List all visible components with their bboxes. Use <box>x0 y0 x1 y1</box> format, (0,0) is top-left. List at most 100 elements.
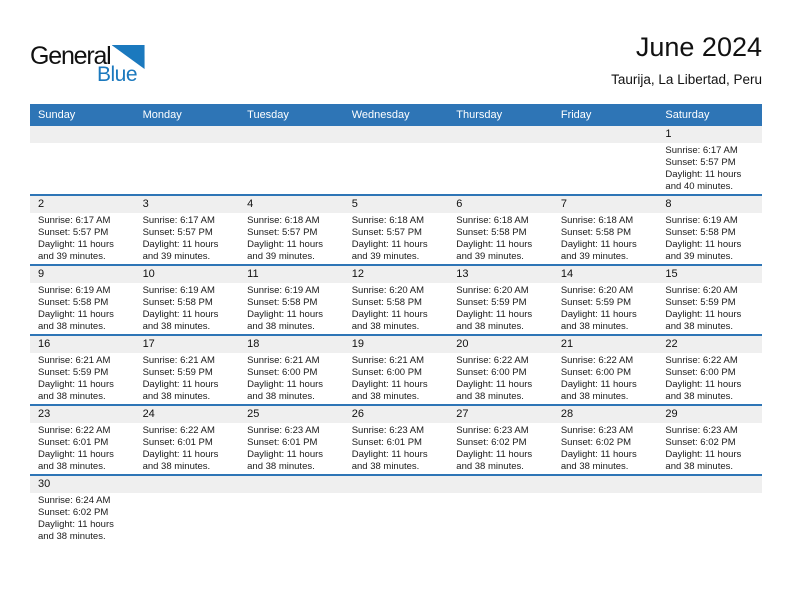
sunset-line: Sunset: 5:57 PM <box>352 227 442 239</box>
sunrise-line-label: Sunrise: <box>456 355 492 366</box>
empty-cell <box>657 476 762 493</box>
sunset-line-value: 5:59 PM <box>72 366 109 378</box>
daylight-line-value: 11 hours and 39 minutes. <box>456 238 533 262</box>
sunset-line-label: Sunset: <box>665 226 698 238</box>
details-row: Sunrise: 6:19 AM Sunset: 5:58 PM Daylight:… <box>30 283 762 333</box>
day-number: 13 <box>456 268 469 280</box>
day-number: 10 <box>142 268 155 280</box>
sunset-line: Sunset: 5:58 PM <box>665 227 755 239</box>
sunset-line-value: 6:00 PM <box>595 366 632 378</box>
daylight-line-value: 11 hours and 38 minutes. <box>456 378 533 402</box>
daylight-line-value: 11 hours and 38 minutes. <box>351 308 428 332</box>
sunrise-line-label: Sunrise: <box>247 285 282 296</box>
sunset-line: Sunset: 6:01 PM <box>352 437 442 449</box>
date-band: 16 17 18 19 20 21 22 <box>30 336 762 353</box>
daylight-line: Daylight: 11 hours and 38 minutes. <box>38 309 128 333</box>
sunset-line: Sunset: 5:58 PM <box>561 227 651 239</box>
daylight-line: Daylight: 11 hours and 38 minutes. <box>665 309 755 333</box>
day-number: 27 <box>456 408 469 420</box>
day-number: 28 <box>560 408 574 420</box>
daylight-line: Daylight: 11 hours and 38 minutes. <box>561 309 651 333</box>
daylight-line-value: 11 hours and 38 minutes. <box>560 448 637 472</box>
day-cell: Sunrise: 6:21 AM Sunset: 5:59 PM Daylight:… <box>135 353 240 403</box>
sunrise-line-value: 6:23 AM <box>702 425 738 436</box>
sunrise-line-value: 6:21 AM <box>75 355 111 366</box>
sunrise-line-label: Sunrise: <box>665 145 701 156</box>
day-number: 18 <box>247 338 260 350</box>
sunrise-line-label: Sunrise: <box>560 355 596 366</box>
sunrise-line: Sunrise: 6:20 AM <box>352 285 442 297</box>
sunrise-line: Sunrise: 6:22 AM <box>456 355 546 367</box>
sunrise-line-label: Sunrise: <box>456 215 492 226</box>
sunset-line-label: Sunset: <box>560 436 594 448</box>
details-row: Sunrise: 6:22 AM Sunset: 6:01 PM Daylight:… <box>30 423 762 473</box>
sunrise-line: Sunrise: 6:23 AM <box>665 425 755 437</box>
sunrise-line: Sunrise: 6:19 AM <box>143 285 233 297</box>
empty-cell <box>135 143 240 193</box>
sunset-line: Sunset: 6:02 PM <box>38 507 128 519</box>
sunset-line-value: 6:02 PM <box>491 436 527 448</box>
daylight-line-label: Daylight: <box>456 448 494 460</box>
daylight-line: Daylight: 11 hours and 38 minutes. <box>665 449 755 473</box>
week-row: 16 17 18 19 20 21 22 Sunrise: 6:21 AM Sunset: 5:… <box>30 336 762 406</box>
general-blue-logo: General Blue <box>30 44 145 85</box>
sunrise-line: Sunrise: 6:23 AM <box>247 425 337 437</box>
sunset-line-value: 6:02 PM <box>72 506 109 518</box>
sunset-line-label: Sunset: <box>38 506 71 518</box>
sunrise-line-label: Sunrise: <box>665 355 701 366</box>
sunset-line: Sunset: 5:58 PM <box>38 297 128 309</box>
weekday-header-row: Sunday Monday Tuesday Wednesday Thursday Frid… <box>30 104 762 126</box>
sunset-line-label: Sunset: <box>351 226 384 238</box>
day-cell: Sunrise: 6:23 AM Sunset: 6:02 PM Daylight:… <box>448 423 553 473</box>
daylight-line: Daylight: 11 hours and 38 minutes. <box>143 309 233 333</box>
empty-cell <box>448 493 553 543</box>
daylight-line-value: 11 hours and 38 minutes. <box>665 308 742 332</box>
sunrise-line-label: Sunrise: <box>38 355 73 366</box>
day-cell: Sunrise: 6:17 AM Sunset: 5:57 PM Daylight:… <box>30 213 135 263</box>
sunset-line: Sunset: 5:57 PM <box>247 227 337 239</box>
sunrise-line-value: 6:22 AM <box>702 355 738 366</box>
day-number: 14 <box>560 268 574 280</box>
daylight-line-value: 11 hours and 38 minutes. <box>38 308 114 332</box>
sunset-line: Sunset: 6:00 PM <box>352 367 442 379</box>
empty-cell <box>135 493 240 543</box>
day-number: 11 <box>247 268 259 280</box>
sunrise-line: Sunrise: 6:18 AM <box>352 215 442 227</box>
sunset-line-label: Sunset: <box>38 436 71 448</box>
daylight-line-label: Daylight: <box>142 378 180 390</box>
sunset-line-value: 5:58 PM <box>282 296 318 308</box>
day-cell: Sunrise: 6:20 AM Sunset: 5:59 PM Daylight:… <box>657 283 762 333</box>
daylight-line-value: 11 hours and 38 minutes. <box>142 448 219 472</box>
calendar-grid: Sunday Monday Tuesday Wednesday Thursday Frid… <box>30 104 762 546</box>
day-number: 4 <box>247 198 254 210</box>
sunrise-line-value: 6:19 AM <box>180 285 215 296</box>
daylight-line-value: 11 hours and 39 minutes. <box>560 238 637 262</box>
daylight-line-label: Daylight: <box>247 448 285 460</box>
daylight-line-value: 11 hours and 39 minutes. <box>142 238 219 262</box>
daylight-line: Daylight: 11 hours and 39 minutes. <box>352 239 442 263</box>
sunset-line-value: 5:58 PM <box>72 296 109 308</box>
sunset-line: Sunset: 5:57 PM <box>38 227 128 239</box>
sunset-line-label: Sunset: <box>456 296 489 308</box>
date-band: 23 24 25 26 27 28 29 <box>30 406 762 423</box>
sunrise-line-value: 6:17 AM <box>75 215 111 226</box>
sunset-line-value: 5:58 PM <box>177 296 213 308</box>
day-number: 29 <box>665 408 678 420</box>
sunset-line: Sunset: 6:02 PM <box>456 437 546 449</box>
sunset-line-value: 6:00 PM <box>491 366 527 378</box>
daylight-line: Daylight: 11 hours and 39 minutes. <box>456 239 546 263</box>
day-cell: Sunrise: 6:21 AM Sunset: 6:00 PM Daylight:… <box>344 353 449 403</box>
day-number: 2 <box>38 198 45 210</box>
sunrise-line-value: 6:20 AM <box>598 285 634 296</box>
daylight-line-label: Daylight: <box>351 308 389 320</box>
sunset-line-label: Sunset: <box>142 226 175 238</box>
details-row: Sunrise: 6:21 AM Sunset: 5:59 PM Daylight:… <box>30 353 762 403</box>
day-number: 25 <box>247 408 260 420</box>
sunrise-line-value: 6:18 AM <box>493 215 529 226</box>
daylight-line-label: Daylight: <box>142 238 180 250</box>
day-number: 3 <box>142 198 149 210</box>
day-number: 9 <box>38 268 45 280</box>
daylight-line-label: Daylight: <box>456 238 494 250</box>
daylight-line-label: Daylight: <box>665 308 703 320</box>
sunset-line-value: 5:58 PM <box>595 226 632 238</box>
